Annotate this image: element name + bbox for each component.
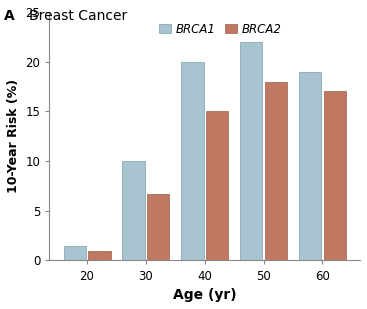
Bar — [147, 194, 170, 260]
Bar — [181, 62, 204, 260]
Bar — [299, 72, 321, 260]
Bar — [206, 111, 228, 260]
Y-axis label: 10-Year Risk (%): 10-Year Risk (%) — [7, 79, 20, 193]
Bar — [240, 42, 262, 260]
Bar — [265, 82, 287, 260]
Bar — [63, 246, 86, 260]
Bar — [122, 161, 145, 260]
Text: A: A — [4, 9, 14, 23]
Text: Breast Cancer: Breast Cancer — [29, 9, 128, 23]
Legend: BRCA1, BRCA2: BRCA1, BRCA2 — [155, 18, 286, 40]
X-axis label: Age (yr): Age (yr) — [173, 288, 237, 302]
Bar — [88, 251, 110, 260]
Bar — [324, 91, 346, 260]
